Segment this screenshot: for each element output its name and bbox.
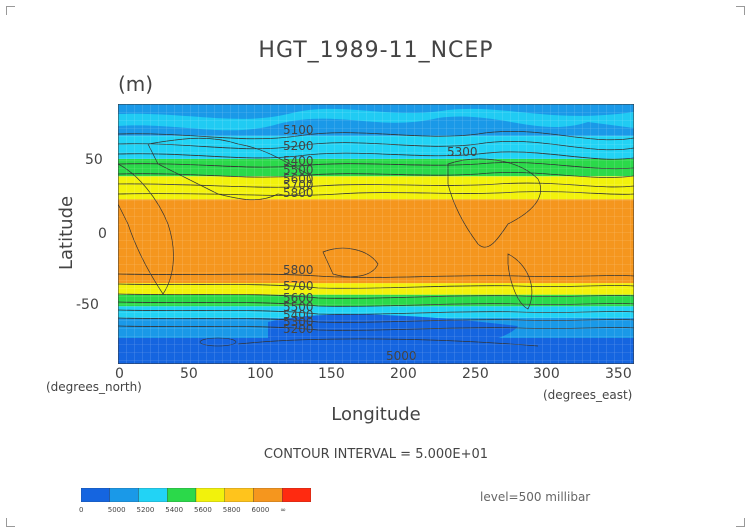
x-axis-title: Longitude	[331, 404, 421, 425]
contour-label: 5400	[283, 154, 314, 168]
colorbar-swatch	[224, 488, 254, 502]
x-tick-label: 350	[605, 366, 632, 382]
colorbar-label: 6000	[251, 506, 270, 514]
y-tick-label: 0	[98, 226, 107, 242]
colorbar-swatch	[109, 488, 139, 502]
contour-label: 5300	[447, 145, 478, 159]
contour-label: 5600	[283, 172, 314, 186]
colorbar-swatch	[282, 488, 311, 502]
colorbar-label: 5400	[165, 506, 184, 514]
units-label: (m)	[118, 72, 154, 96]
plot-title: HGT_1989-11_NCEP	[258, 38, 494, 63]
contour-label: 5600	[283, 291, 314, 305]
x-tick-label: 300	[533, 366, 560, 382]
corner-mark-bottom-left	[6, 518, 15, 527]
colorbar-label: ∞	[280, 506, 287, 514]
contour-label: 5400	[283, 308, 314, 322]
contour-label: 5700	[283, 279, 314, 293]
contour-label: 5200	[283, 139, 314, 153]
contour-label: 5300	[283, 315, 314, 329]
x-tick-label: 50	[180, 366, 198, 382]
x-tick-label: 200	[390, 366, 417, 382]
colorbar	[81, 488, 311, 502]
colorbar-swatch	[195, 488, 225, 502]
contour-label: 5100	[283, 123, 314, 137]
x-tick-label: 100	[247, 366, 274, 382]
colorbar-swatch	[81, 488, 110, 502]
y-axis-title: Latitude	[56, 195, 77, 270]
colorbar-label: 5000	[107, 506, 126, 514]
contour-label: 5000	[386, 349, 417, 363]
colorbar-label: 5200	[136, 506, 155, 514]
x-unit-label: (degrees_east)	[543, 388, 633, 402]
corner-mark-bottom-right	[736, 518, 745, 527]
contour-label: 5500	[283, 163, 314, 177]
contour-label: 5700	[283, 178, 314, 192]
map-plot	[118, 104, 634, 364]
x-tick-label: 0	[115, 366, 124, 382]
colorbar-swatch	[138, 488, 168, 502]
contour-interval-label: CONTOUR INTERVAL = 5.000E+01	[263, 447, 489, 462]
y-tick-label: 50	[85, 152, 103, 168]
colorbar-swatch	[167, 488, 197, 502]
corner-mark-top-left	[6, 6, 15, 15]
x-tick-label: 150	[318, 366, 345, 382]
colorbar-label: 0	[79, 506, 84, 514]
contour-label: 5800	[283, 263, 314, 277]
x-tick-label: 250	[462, 366, 489, 382]
contour-label: 5800	[283, 186, 314, 200]
y-tick-label: -50	[76, 297, 99, 313]
colorbar-label: 5600	[194, 506, 212, 514]
contour-label: 5500	[283, 300, 314, 314]
colorbar-label: 5800	[222, 506, 241, 514]
level-label: level=500 millibar	[480, 490, 591, 504]
y-unit-label: (degrees_north)	[46, 380, 142, 394]
contour-label: 5200	[283, 322, 314, 336]
colorbar-swatch	[253, 488, 283, 502]
corner-mark-top-right	[736, 6, 745, 15]
